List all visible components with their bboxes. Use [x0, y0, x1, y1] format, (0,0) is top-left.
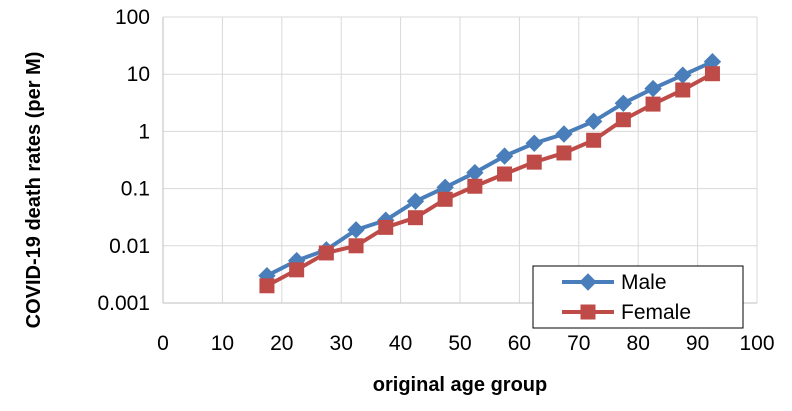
- data-point-male: [614, 94, 633, 113]
- legend-item-male: Male: [562, 271, 667, 294]
- data-point-female: [259, 278, 275, 294]
- data-point-female: [586, 132, 602, 148]
- legend-label-female: Female: [621, 301, 691, 324]
- data-point-female: [675, 82, 691, 98]
- data-point-female: [615, 112, 631, 128]
- data-point-male: [644, 79, 662, 98]
- series: [258, 53, 722, 294]
- data-point-male: [584, 112, 603, 131]
- x-tick-label: 60: [508, 332, 531, 355]
- legend-marker-male: [579, 273, 597, 291]
- y-axis-title: COVID-19 death rates (per M): [23, 52, 45, 329]
- x-tick-label: 70: [567, 332, 590, 355]
- data-point-female: [526, 154, 542, 170]
- data-point-female: [645, 96, 661, 112]
- x-tick-label: 0: [157, 332, 169, 355]
- data-point-female: [407, 210, 423, 226]
- data-point-female: [704, 66, 720, 82]
- x-tick-label: 80: [627, 332, 650, 355]
- y-tick-label: 1: [138, 120, 150, 143]
- data-point-male: [495, 147, 514, 165]
- data-point-male: [555, 125, 573, 143]
- data-point-female: [289, 262, 305, 278]
- x-tick-label: 90: [686, 332, 709, 355]
- grid: [162, 16, 758, 304]
- y-tick-label: 0.001: [97, 292, 150, 315]
- data-point-female: [348, 238, 364, 254]
- data-point-female: [556, 145, 572, 161]
- tick-labels: 0 10 20 30 40 50 60 70 80 90 100 0.001 0.01 0.1 1 10 100: [97, 6, 774, 355]
- data-point-male: [406, 192, 425, 210]
- data-point-female: [497, 166, 513, 182]
- x-tick-label: 20: [270, 332, 293, 355]
- legend-item-female: Female: [562, 301, 691, 324]
- series-female: [259, 66, 720, 294]
- x-axis-title: original age group: [373, 374, 547, 396]
- x-tick-label: 10: [211, 332, 234, 355]
- y-tick-label: 0.1: [121, 178, 150, 201]
- data-point-male: [466, 163, 484, 182]
- data-point-female: [378, 219, 394, 235]
- data-point-male: [525, 134, 543, 152]
- legend-items: Male Female: [562, 271, 691, 324]
- legend-marker-female: [580, 304, 596, 320]
- data-point-female: [467, 178, 483, 194]
- series-line-female: [266, 71, 714, 288]
- series-line-male: [266, 59, 714, 278]
- y-tick-label: 100: [115, 6, 150, 29]
- data-point-female: [318, 245, 334, 261]
- data-point-male: [347, 221, 365, 239]
- x-tick-label: 40: [389, 332, 412, 355]
- legend-box: [532, 265, 744, 329]
- y-tick-label: 0.01: [109, 235, 150, 258]
- x-tick-label: 100: [739, 332, 774, 355]
- data-point-female: [437, 191, 453, 207]
- x-tick-label: 30: [330, 332, 353, 355]
- legend-label-male: Male: [621, 271, 667, 294]
- y-tick-label: 10: [127, 63, 150, 86]
- x-tick-label: 50: [448, 332, 471, 355]
- data-point-male: [674, 66, 692, 84]
- legend: Male Female: [532, 265, 744, 329]
